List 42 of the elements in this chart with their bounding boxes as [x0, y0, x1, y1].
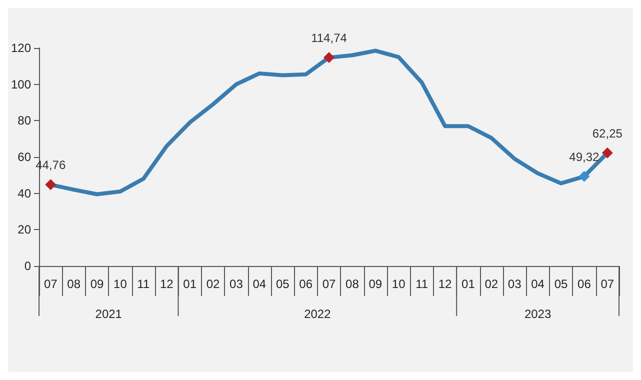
y-tick-label: 120	[10, 41, 32, 55]
y-tick-label: 100	[10, 77, 32, 92]
y-tick-label: 60	[18, 150, 32, 164]
y-tick-label: 20	[18, 222, 32, 237]
x-tick-label: 01	[183, 277, 197, 291]
x-tick-label: 06	[578, 277, 592, 291]
data-label: 114,74	[311, 31, 348, 46]
y-tick-label: 40	[18, 186, 32, 200]
x-tick-label: 05	[276, 277, 290, 291]
x-tick-label: 09	[90, 277, 104, 291]
text: 2021	[95, 307, 122, 321]
x-tick-label: 08	[67, 277, 81, 291]
point	[324, 52, 335, 64]
x-tick-label: 10	[392, 277, 406, 291]
x-tick-label: 04	[531, 277, 545, 291]
y-tick-label: 80	[18, 114, 32, 128]
text: 2023	[524, 307, 552, 321]
x-tick-label: 12	[160, 277, 174, 291]
point	[578, 170, 590, 182]
x-tick-label: 02	[206, 277, 220, 291]
x-tick-label: 11	[137, 277, 150, 291]
data-label: 62,25	[592, 126, 623, 140]
x-tick-label: 03	[508, 277, 522, 291]
point	[45, 179, 56, 190]
x-tick-label: 07	[44, 277, 58, 291]
x-tick-label: 09	[368, 277, 382, 291]
x-tick-label: 08	[346, 277, 360, 291]
x-tick-label: 04	[252, 277, 266, 291]
x-tick-label: 02	[484, 277, 498, 291]
text: 2022	[304, 307, 332, 321]
x-tick-label: 07	[322, 277, 336, 291]
x-tick-label: 03	[230, 277, 244, 291]
x-tick-label: 11	[416, 277, 428, 291]
data-label: 49,32	[569, 150, 600, 164]
x-tick-label: 10	[114, 277, 128, 291]
x-tick-label: 01	[462, 277, 476, 291]
x-tick-label: 05	[554, 277, 568, 291]
x-tick-label: 06	[299, 277, 313, 291]
y-tick-label: 0	[24, 259, 32, 273]
x-tick-label: 07	[600, 277, 614, 291]
x-tick-label: 12	[438, 277, 452, 291]
point	[602, 147, 613, 158]
